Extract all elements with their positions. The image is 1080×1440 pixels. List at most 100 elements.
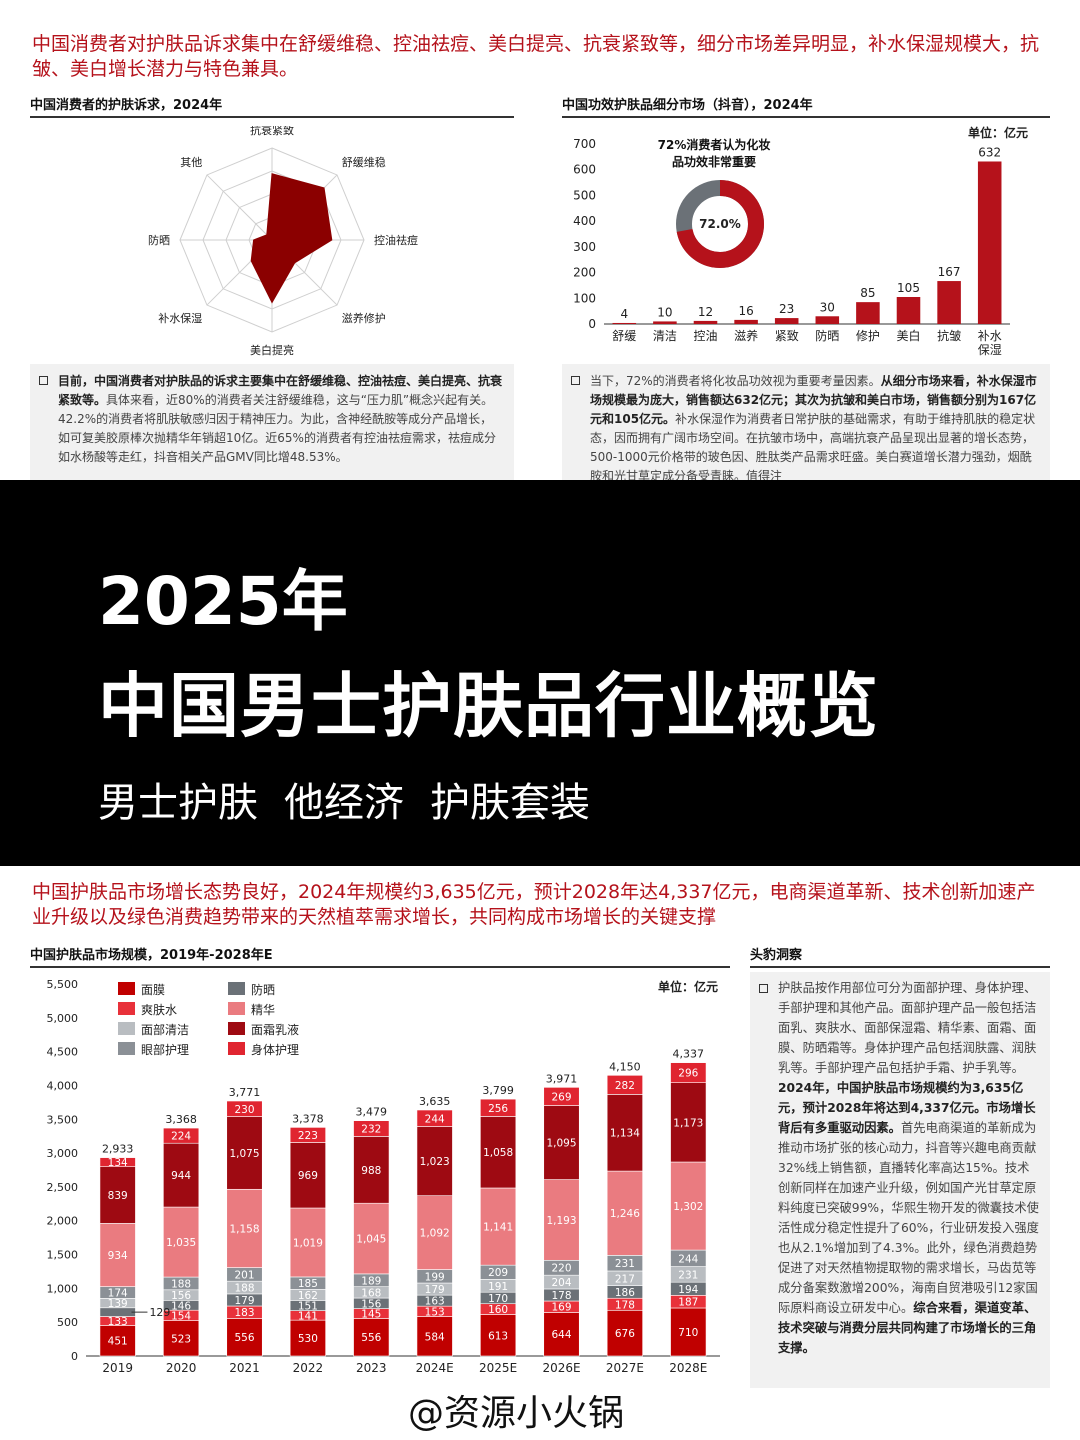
banner-tag: 他经济 [284, 780, 404, 826]
bar-value-label: 167 [938, 265, 961, 279]
x-tick-label: 2025E [479, 1361, 517, 1375]
stack-segment [226, 1116, 263, 1190]
stack-segment [606, 1170, 643, 1256]
x-tick-label: 防晒 [815, 328, 839, 343]
segment-value-label: 556 [361, 1332, 381, 1344]
segment-value-label: 217 [615, 1273, 635, 1285]
stack-segment [353, 1120, 390, 1137]
segment-value-label: 231 [615, 1258, 635, 1270]
segment-value-label: 296 [678, 1068, 698, 1080]
radar-axis-label: 防晒 [148, 233, 170, 247]
note-right-bold: 从细分市场来看，补水保湿市场规模最为庞大，销售额达632亿元；其次为抗皱和美白市… [590, 374, 1037, 426]
stack-segment [99, 1223, 136, 1287]
total-label: 4,337 [673, 1048, 705, 1061]
segment-value-label: 168 [361, 1287, 381, 1299]
stack-segment [416, 1126, 453, 1197]
radar-area [250, 173, 333, 304]
bottom-headline: 中国护肤品市场增长态势良好，2024年规模约3,635亿元，预计2028年达4,… [32, 881, 1036, 928]
segment-value-label: 178 [551, 1290, 571, 1302]
total-label: 3,368 [165, 1113, 197, 1126]
stack-segment [416, 1109, 453, 1127]
segment-value-label: 1,302 [673, 1201, 703, 1213]
y-tick-label: 100 [573, 291, 596, 305]
segment-value-label: 1,246 [610, 1208, 640, 1220]
note-right-text1: 当下，72%的消费者将化妆品功效视为重要考量因素。 [590, 374, 881, 388]
y-tick-label: 0 [71, 1350, 78, 1363]
total-label: 3,771 [229, 1086, 261, 1099]
segment-value-label: 163 [425, 1296, 445, 1308]
segment-value-label: 1,092 [420, 1228, 450, 1240]
x-tick-label: 滋养 [734, 328, 758, 343]
stack-segment [163, 1142, 200, 1208]
insight-note: 护肤品按作用部位可分为面部护理、身体护理、手部护理和其他产品。面部护理产品一般包… [750, 972, 1050, 1388]
y-tick-label: 3,000 [47, 1147, 79, 1160]
x-tick-label: 修护 [856, 328, 880, 343]
segment-value-label: 169 [551, 1302, 571, 1314]
note-right: 当下，72%的消费者将化妆品功效视为重要考量因素。从细分市场来看，补水保湿市场规… [562, 364, 1050, 480]
stack-segment [226, 1318, 263, 1357]
segment-value-label: 223 [298, 1130, 318, 1142]
total-label: 2,933 [102, 1143, 134, 1156]
segment-value-label: 189 [361, 1275, 381, 1287]
segment-value-label: 185 [298, 1278, 318, 1290]
stack-segment [543, 1179, 580, 1261]
stack-segment [289, 1142, 326, 1209]
segment-value-label: 160 [488, 1304, 508, 1316]
bar-value-label: 632 [978, 145, 1001, 159]
segment-value-label: 613 [488, 1330, 508, 1342]
stack-segment [353, 1202, 390, 1275]
legend-label: 面部清洁 [141, 1022, 189, 1037]
total-label: 3,479 [356, 1106, 388, 1119]
x-tick-label: 保湿 [978, 342, 1002, 357]
segment-value-label: 162 [298, 1290, 318, 1302]
bar-value-label: 23 [779, 302, 794, 316]
segment-bar-chart: 0 100 200 300 400 500 600 700 4 舒缓 10 清洁 12 控油 16 滋养 23 紧… [573, 137, 1010, 357]
y-tick-label: 700 [573, 137, 596, 151]
stack-section-title: 中国护肤品市场规模，2019年-2028年E [30, 944, 730, 968]
segment-value-label: 151 [298, 1301, 318, 1313]
radar-axis-label: 抗衰紧致 [250, 126, 294, 137]
segment-value-label: 282 [615, 1080, 635, 1092]
total-label: 3,971 [546, 1072, 578, 1085]
y-tick-label: 4,500 [47, 1046, 79, 1059]
radar-axis-label: 其他 [180, 156, 202, 169]
y-tick-label: 400 [573, 214, 596, 228]
segment-value-label: 156 [171, 1290, 191, 1302]
x-tick-label: 舒缓 [612, 329, 636, 343]
x-tick-label: 2021 [229, 1361, 260, 1375]
x-tick-label: 2024E [416, 1361, 454, 1375]
checkbox-icon [571, 376, 580, 385]
segment-value-label: 201 [234, 1269, 254, 1281]
segment-value-label: 530 [298, 1333, 318, 1345]
y-tick-label: 1,500 [47, 1249, 79, 1262]
segment-value-label: 186 [615, 1287, 635, 1299]
stack-segment [163, 1320, 200, 1357]
banner-year: 2025年 [98, 563, 348, 640]
segment-value-label: 230 [234, 1104, 254, 1116]
stack-segment [480, 1187, 517, 1266]
segment-value-label: 183 [234, 1307, 254, 1319]
segment-value-label: 153 [425, 1306, 445, 1318]
bar-value-label: 12 [698, 305, 713, 319]
segment-value-label: 1,035 [166, 1237, 196, 1249]
note-left-text: 具体来看，近80%的消费者关注舒缓维稳，这与“压力肌”概念兴起有关。42.2%的… [58, 393, 496, 464]
total-label: 4,150 [609, 1060, 641, 1073]
stack-segment [99, 1325, 136, 1357]
segment-value-label: 145 [361, 1308, 381, 1320]
title-banner [0, 480, 1080, 866]
stack-segment [543, 1087, 580, 1106]
stack-segment [289, 1319, 326, 1357]
radar-axis-label: 滋养修护 [342, 311, 386, 325]
y-tick-label: 5,000 [47, 1012, 79, 1025]
legend-label: 防晒 [251, 982, 275, 997]
segment-value-label: 1,058 [483, 1147, 513, 1159]
segment-value-label: 244 [678, 1253, 698, 1265]
bar-unit: 单位：亿元 [968, 126, 1029, 140]
y-tick-label: 2,000 [47, 1215, 79, 1228]
legend-label: 眼部护理 [141, 1042, 189, 1057]
insight-bold2: 综合来看，渠道变革、技术突破与消费分层共同构建了市场增长的三角支撑。 [778, 1301, 1037, 1355]
segment-value-label: 134 [108, 1157, 128, 1169]
segment-value-label: 1,134 [610, 1128, 640, 1140]
x-tick-label: 2028E [669, 1361, 707, 1375]
donut-value-arc [676, 180, 764, 268]
